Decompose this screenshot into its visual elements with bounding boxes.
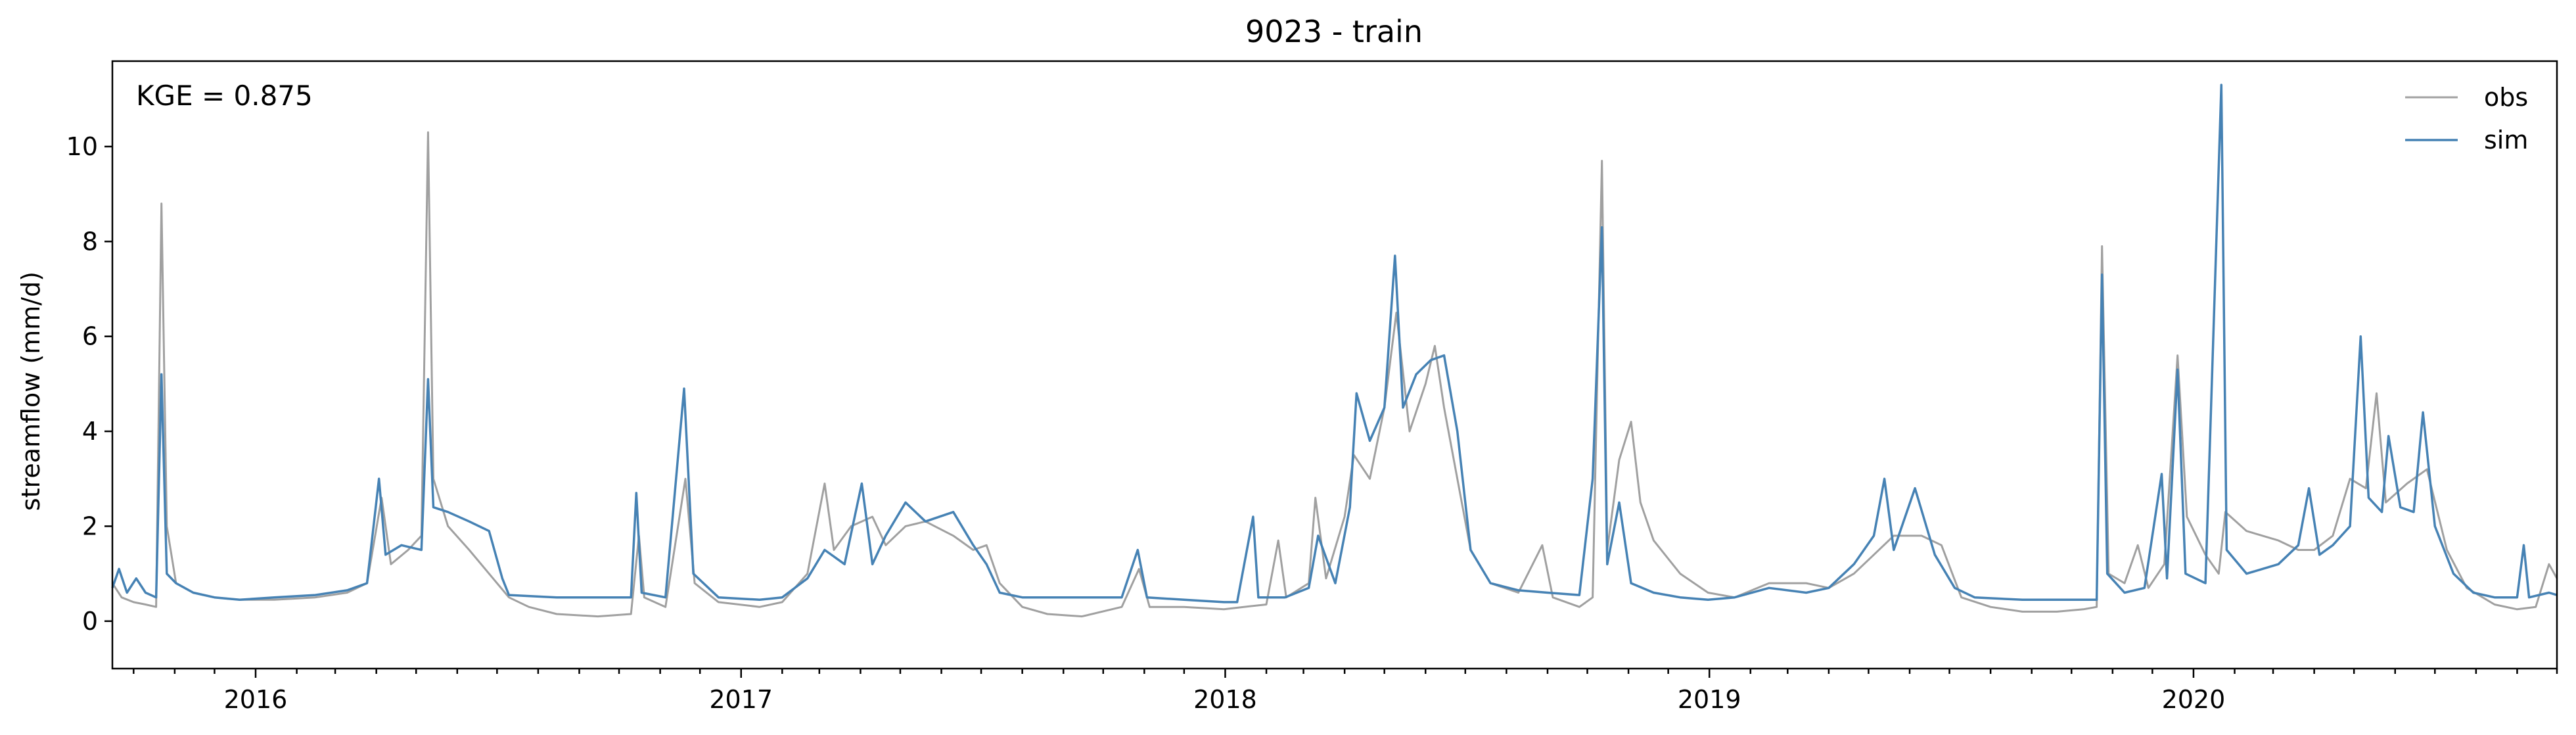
x-tick-label: 2016 xyxy=(224,685,288,714)
y-axis-label: streamflow (mm/d) xyxy=(16,272,45,511)
y-tick-label: 0 xyxy=(82,607,98,636)
series-layer xyxy=(111,83,2558,618)
plot-area: 0 2 4 6 8 10 2016 2017 2018 2019 2020 KGE = 0.875… xyxy=(66,60,2558,714)
legend: obs sim xyxy=(2405,83,2528,154)
y-tick-label: 10 xyxy=(66,132,98,161)
x-axis-ticks: 2016 2017 2018 2019 2020 xyxy=(133,669,2558,714)
axes-frame xyxy=(111,60,2558,670)
legend-label-sim: sim xyxy=(2484,126,2528,154)
y-tick-label: 6 xyxy=(82,322,98,351)
y-tick-label: 2 xyxy=(82,511,98,540)
x-tick-label: 2017 xyxy=(709,685,773,714)
x-tick-label: 2020 xyxy=(2162,685,2226,714)
y-tick-label: 8 xyxy=(82,227,98,256)
series-line-sim xyxy=(111,83,2558,604)
y-axis-ticks: 0 2 4 6 8 10 xyxy=(66,132,112,636)
kge-annotation: KGE = 0.875 xyxy=(136,80,313,112)
y-tick-label: 4 xyxy=(82,417,98,446)
x-tick-label: 2018 xyxy=(1193,685,1257,714)
legend-label-obs: obs xyxy=(2484,83,2528,112)
x-tick-label: 2019 xyxy=(1678,685,1741,714)
series-line-obs xyxy=(111,131,2558,618)
chart-title: 9023 - train xyxy=(1245,14,1423,49)
